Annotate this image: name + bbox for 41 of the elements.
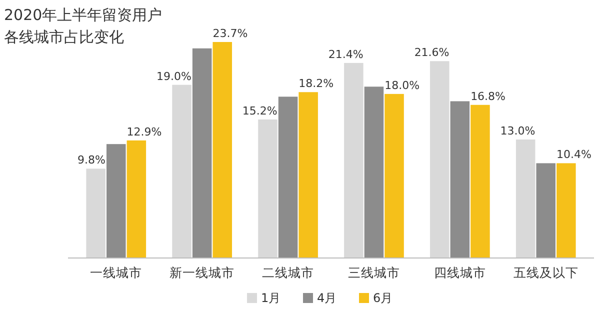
data-label: 16.8%: [470, 90, 506, 103]
x-tick-label: 新一线城市: [170, 264, 235, 280]
data-label: 10.4%: [556, 148, 592, 162]
chart-title: 2020年上半年留资用户: [4, 6, 162, 24]
bar: [430, 61, 450, 258]
data-label: 9.8%: [78, 154, 106, 167]
legend-label: 4月: [317, 291, 337, 305]
bar: [364, 86, 384, 258]
data-label: 13.0%: [500, 124, 536, 138]
x-tick-label: 五线及以下: [513, 264, 578, 280]
bar: [106, 144, 126, 258]
bar: [126, 140, 146, 258]
data-label: 12.9%: [126, 125, 162, 138]
bar: [450, 101, 470, 258]
bar: [556, 163, 576, 258]
bar: [384, 94, 404, 258]
bar: [172, 84, 192, 258]
data-label: 21.4%: [328, 48, 364, 61]
bar: [536, 163, 556, 258]
data-label: 23.7%: [212, 27, 248, 40]
bar: [192, 48, 212, 258]
bar: [470, 104, 490, 258]
bar: [298, 92, 318, 258]
data-label: 19.0%: [156, 70, 192, 83]
x-tick-label: 二线城市: [262, 264, 314, 280]
bar: [278, 96, 298, 258]
chart-subtitle: 各线城市占比变化: [4, 28, 124, 46]
legend-label: 1月: [261, 291, 281, 305]
bar: [516, 140, 536, 258]
legend-label: 6月: [373, 291, 393, 305]
x-tick-label: 四线城市: [434, 264, 486, 280]
bar: [212, 42, 232, 258]
data-label: 15.2%: [242, 104, 278, 118]
data-label: 18.2%: [298, 77, 334, 90]
bar: [344, 62, 364, 258]
x-tick-label: 三线城市: [348, 264, 400, 280]
bar: [86, 168, 106, 258]
bar: [258, 119, 278, 258]
data-label: 18.0%: [384, 78, 420, 92]
data-label: 21.6%: [414, 46, 450, 60]
x-tick-label: 一线城市: [90, 264, 142, 280]
